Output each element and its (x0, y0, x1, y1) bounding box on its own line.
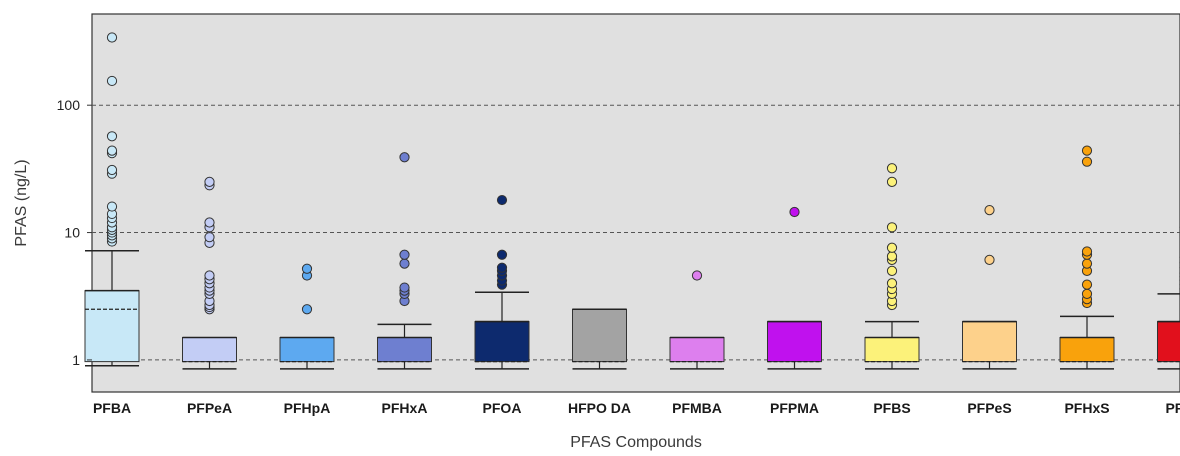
outlier-point (302, 305, 311, 314)
outlier-point (1082, 259, 1091, 268)
outlier-point (107, 76, 116, 85)
x-axis-title: PFAS Compounds (570, 434, 702, 451)
outlier-point (1082, 157, 1091, 166)
x-category-label: PFHxS (1064, 400, 1109, 416)
iqr-box (963, 322, 1017, 362)
outlier-point (1082, 289, 1091, 298)
outlier-point (692, 271, 701, 280)
iqr-box (865, 337, 919, 361)
x-category-label: HFPO DA (568, 400, 631, 416)
outlier-point (205, 177, 214, 186)
x-category-label: PFPeS (967, 400, 1011, 416)
iqr-box (475, 322, 529, 362)
iqr-box (1060, 337, 1114, 361)
iqr-box (670, 337, 724, 361)
x-category-label: PFPeA (187, 400, 232, 416)
outlier-point (887, 223, 896, 232)
box-hfpo-da (573, 309, 627, 369)
outlier-point (497, 195, 506, 204)
outlier-point (302, 264, 311, 273)
x-category-label: PFHpA (284, 400, 331, 416)
x-category-label: PFPMA (770, 400, 819, 416)
x-category-label: PFOA (483, 400, 522, 416)
iqr-box (573, 309, 627, 361)
outlier-point (107, 165, 116, 174)
outlier-point (400, 250, 409, 259)
outlier-point (985, 255, 994, 264)
y-axis-title: PFAS (ng/L) (13, 159, 30, 246)
outlier-point (205, 271, 214, 280)
outlier-point (497, 250, 506, 259)
outlier-point (497, 263, 506, 272)
outlier-point (205, 233, 214, 242)
x-axis-categories: PFBA PFPeA PFHpA PFHxA PFOA HFPO DA PFMBA PFPMA… (93, 400, 1180, 416)
outlier-point (985, 206, 994, 215)
outlier-point (107, 132, 116, 141)
x-category-label: PFBA (93, 400, 131, 416)
iqr-box (85, 291, 139, 362)
outlier-point (107, 202, 116, 211)
x-category-label: PFMBA (672, 400, 722, 416)
y-tick-label: 100 (57, 97, 81, 113)
x-category-label: PFBS (873, 400, 910, 416)
outlier-point (107, 146, 116, 155)
outlier-point (400, 283, 409, 292)
outlier-point (887, 164, 896, 173)
y-tick-label: 10 (64, 225, 80, 241)
y-tick-label: 1 (72, 352, 80, 368)
outlier-point (1082, 146, 1091, 155)
outlier-point (205, 218, 214, 227)
iqr-box (1158, 322, 1180, 362)
x-category-label: PFOS (1165, 400, 1180, 416)
x-category-label: PFHxA (382, 400, 428, 416)
outlier-point (887, 243, 896, 252)
iqr-box (280, 337, 334, 361)
outlier-point (790, 207, 799, 216)
outlier-point (887, 279, 896, 288)
outlier-point (887, 266, 896, 275)
iqr-box (183, 337, 237, 361)
outlier-point (1082, 280, 1091, 289)
outlier-point (1082, 247, 1091, 256)
outlier-point (887, 177, 896, 186)
iqr-box (378, 337, 432, 361)
outlier-point (107, 33, 116, 42)
outlier-point (887, 252, 896, 261)
iqr-box (768, 322, 822, 362)
outlier-point (400, 153, 409, 162)
outlier-point (400, 259, 409, 268)
